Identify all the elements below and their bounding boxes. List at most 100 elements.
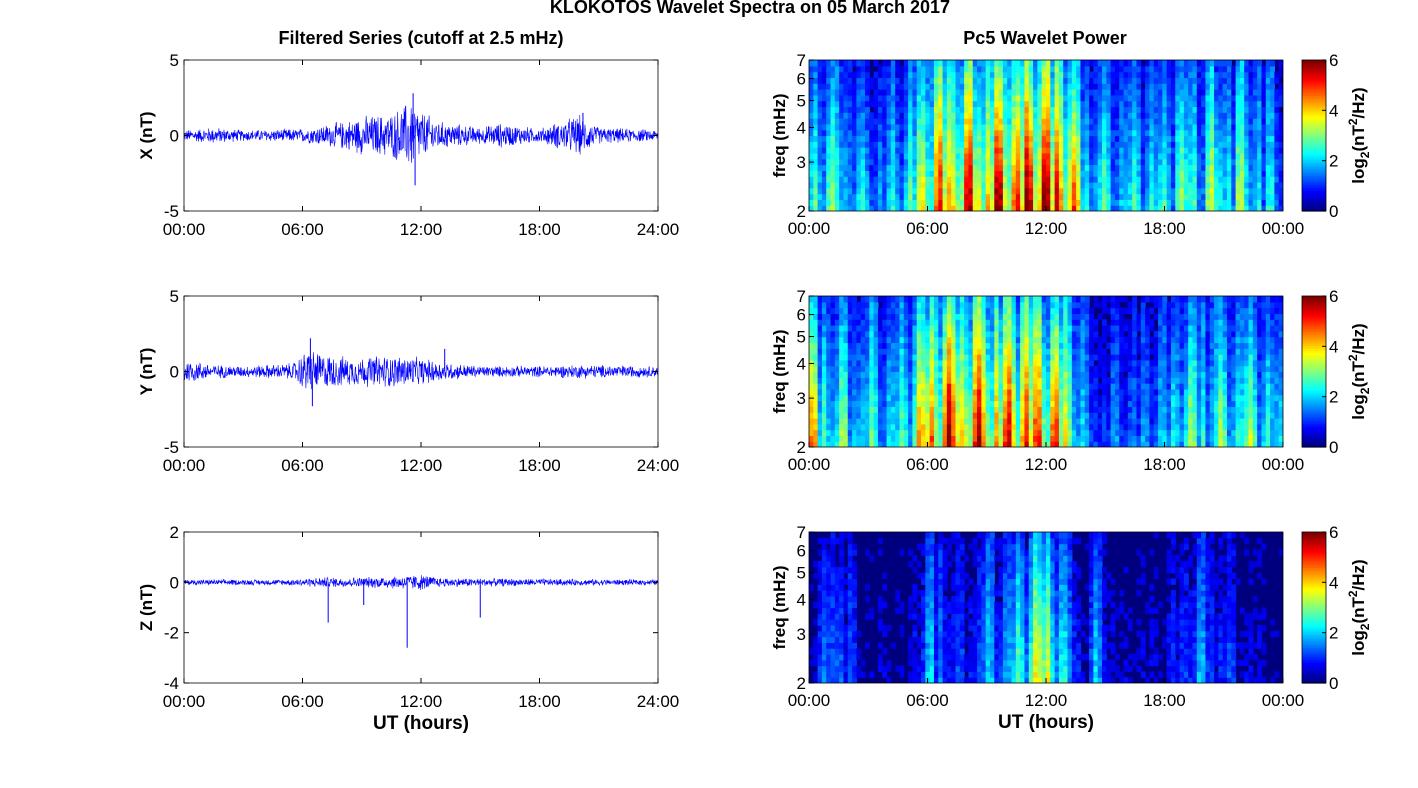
- heatmap-cell: [1127, 348, 1133, 355]
- heatmap-cell: [985, 325, 991, 332]
- heatmap-cell: [847, 77, 853, 84]
- heatmap-cell: [1123, 429, 1129, 436]
- heatmap-cell: [1063, 313, 1069, 320]
- heatmap-cell: [942, 71, 948, 79]
- heatmap-cell: [933, 83, 939, 90]
- heatmap-cell: [1205, 193, 1211, 200]
- heatmap-cell: [1011, 176, 1017, 183]
- heatmap-cell: [852, 394, 857, 402]
- heatmap-cell: [916, 187, 922, 195]
- heatmap-cell: [955, 348, 961, 355]
- heatmap-cell: [869, 176, 875, 183]
- heatmap-cell: [1226, 118, 1232, 125]
- heatmap-cell: [847, 176, 853, 183]
- heatmap-cell: [994, 325, 1000, 332]
- heatmap-cell: [921, 77, 926, 84]
- heatmap-cell: [1106, 100, 1112, 108]
- heatmap-cell: [968, 365, 974, 373]
- heatmap-cell: [1136, 158, 1142, 166]
- y-tick-label: 0: [170, 363, 179, 382]
- heatmap-cell: [946, 193, 952, 200]
- heatmap-cell: [1192, 158, 1198, 166]
- heatmap-cell: [1158, 71, 1163, 79]
- heatmap-cell: [877, 181, 883, 189]
- heatmap-cell: [817, 135, 823, 142]
- heatmap-cell: [890, 205, 896, 211]
- heatmap-cell: [1132, 406, 1138, 413]
- heatmap-cell: [1063, 65, 1069, 73]
- heatmap-cell: [1033, 296, 1038, 303]
- heatmap-cell: [951, 325, 957, 332]
- heatmap-cell: [1106, 429, 1112, 436]
- heatmap-cell: [873, 383, 879, 390]
- heatmap-cell: [1132, 164, 1138, 171]
- heatmap-cell: [1222, 181, 1228, 189]
- heatmap-cell: [1037, 313, 1043, 320]
- heatmap-cell: [1252, 118, 1258, 125]
- heatmap-cell: [821, 71, 827, 79]
- heatmap-cell: [938, 365, 944, 373]
- heatmap-cell: [813, 118, 819, 125]
- heatmap-cell: [1071, 135, 1077, 142]
- heatmap-cell: [1218, 100, 1224, 108]
- heatmap-cell: [860, 164, 866, 171]
- heatmap-cell: [1231, 83, 1237, 90]
- heatmap-cell: [899, 187, 905, 195]
- heatmap-cell: [1080, 158, 1086, 166]
- heatmap-cell: [847, 141, 853, 148]
- heatmap-cell: [865, 336, 870, 344]
- heatmap-cell: [994, 164, 1000, 171]
- heatmap-cell: [1063, 176, 1069, 183]
- heatmap-cell: [1093, 412, 1099, 419]
- heatmap-cell: [1102, 100, 1107, 108]
- heatmap-cell: [942, 158, 948, 166]
- heatmap-cell: [1179, 181, 1185, 189]
- heatmap-cell: [826, 412, 832, 419]
- heatmap-cell: [860, 412, 866, 419]
- heatmap-cell: [1278, 60, 1283, 67]
- heatmap-cell: [1071, 365, 1077, 373]
- heatmap-cell: [895, 394, 901, 402]
- heatmap-cell: [1041, 400, 1047, 407]
- heatmap-cell: [968, 89, 974, 96]
- heatmap-cell: [860, 336, 866, 344]
- heatmap-cell: [1132, 106, 1138, 113]
- heatmap-cell: [933, 77, 939, 84]
- heatmap-cell: [1028, 65, 1034, 73]
- heatmap-cell: [968, 129, 974, 137]
- heatmap-cell: [989, 135, 995, 142]
- heatmap-cell: [1076, 330, 1082, 338]
- heatmap-cell: [865, 83, 870, 90]
- heatmap-cell: [1114, 400, 1120, 407]
- heatmap-cell: [1076, 354, 1082, 361]
- heatmap-cell: [1058, 388, 1064, 396]
- heatmap-cell: [1179, 94, 1185, 102]
- heatmap-cell: [1257, 193, 1263, 200]
- heatmap-cell: [955, 330, 961, 338]
- heatmap-cell: [1097, 423, 1103, 431]
- heatmap-cell: [977, 71, 982, 79]
- heatmap-cell: [1054, 152, 1060, 160]
- heatmap-cell: [1089, 89, 1094, 96]
- heatmap-cell: [981, 100, 987, 108]
- heatmap-cell: [912, 417, 918, 425]
- heatmap-cell: [968, 377, 974, 384]
- heatmap-cell: [1089, 383, 1094, 390]
- heatmap-cell: [959, 435, 965, 442]
- heatmap-cell: [938, 158, 944, 166]
- heatmap-cell: [1037, 325, 1043, 332]
- heatmap-cell: [1089, 354, 1094, 361]
- heatmap-cell: [1209, 135, 1215, 142]
- heatmap-cell: [1214, 141, 1219, 148]
- colorbar-step: [1302, 161, 1326, 165]
- heatmap-cell: [925, 365, 931, 373]
- heatmap-cell: [1102, 301, 1107, 309]
- heatmap-cell: [994, 77, 1000, 84]
- heatmap-cell: [929, 307, 935, 315]
- heatmap-cell: [1028, 205, 1034, 211]
- heatmap-cell: [1033, 147, 1038, 154]
- colorbar-step: [1302, 123, 1326, 127]
- heatmap-cell: [852, 71, 857, 79]
- heatmap-cell: [869, 354, 875, 361]
- heatmap-cell: [964, 60, 970, 67]
